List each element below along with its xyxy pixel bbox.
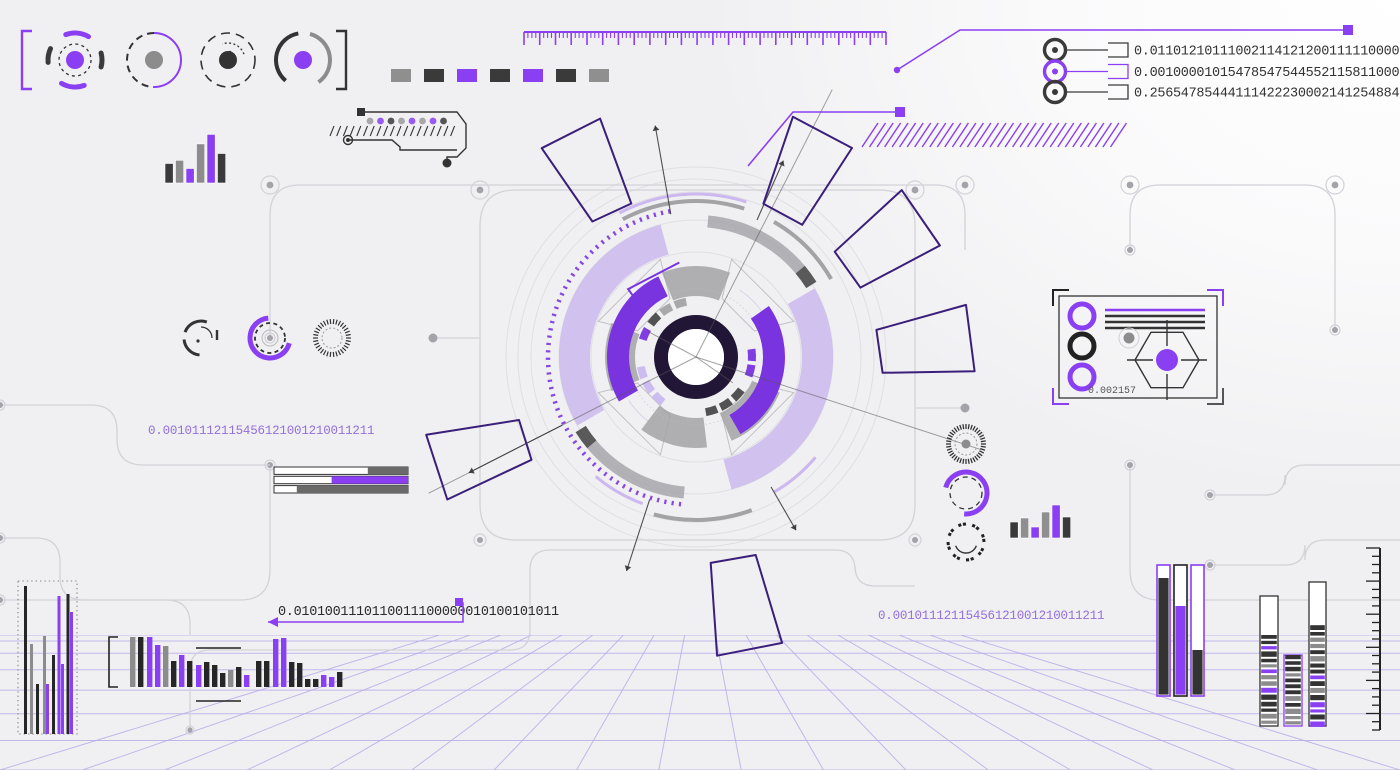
svg-text:0.0010000101547854754455211581: 0.00100001015478547544552115811000010000… xyxy=(1134,66,1400,81)
svg-text:0.002157: 0.002157 xyxy=(1088,386,1136,397)
svg-text:0.0010111211545612100121001121: 0.00101112115456121001210011211 xyxy=(148,424,374,438)
svg-text:0.0101001110110011100000010100: 0.0101001110110011100000010100101011 xyxy=(278,605,559,620)
svg-text:0.0010111211545612100121001121: 0.00101112115456121001210011211 xyxy=(878,609,1104,623)
svg-text:0.0110121011100211412120011111: 0.01101210111002114121200111110000000101… xyxy=(1134,45,1400,60)
svg-text:0.2565478544411142223000214125: 0.256547854441114222300021412548845649?6… xyxy=(1134,87,1400,102)
